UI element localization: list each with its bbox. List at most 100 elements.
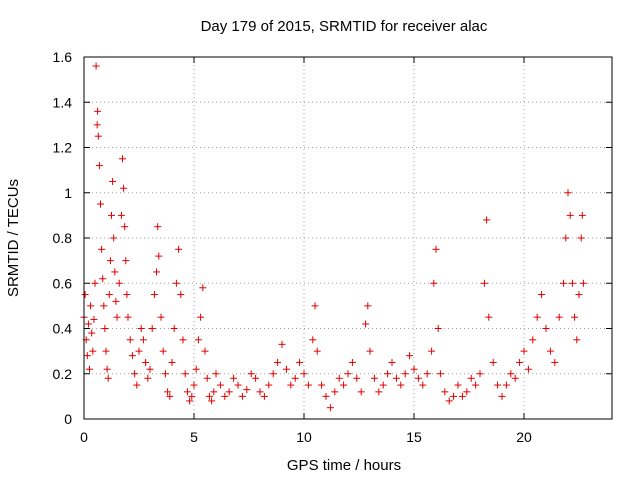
data-point bbox=[364, 302, 372, 310]
data-point bbox=[256, 388, 264, 396]
y-axis-label: SRMTID / TECUs bbox=[5, 179, 22, 297]
data-point bbox=[94, 132, 102, 140]
data-point bbox=[568, 279, 576, 287]
data-point bbox=[434, 325, 442, 332]
data-point bbox=[115, 279, 123, 287]
data-point bbox=[99, 275, 107, 283]
data-point bbox=[494, 381, 502, 389]
y-tick-label: 1 bbox=[64, 185, 72, 201]
data-point bbox=[579, 279, 587, 287]
data-point bbox=[392, 374, 400, 382]
data-point bbox=[230, 374, 238, 382]
data-point bbox=[102, 347, 110, 355]
data-point bbox=[126, 336, 134, 344]
data-point bbox=[172, 279, 180, 287]
data-point bbox=[432, 245, 440, 253]
data-point bbox=[247, 370, 255, 378]
data-point bbox=[148, 325, 156, 332]
data-point bbox=[445, 397, 453, 405]
data-point bbox=[137, 325, 145, 332]
data-point bbox=[562, 234, 570, 242]
data-point bbox=[123, 291, 131, 299]
data-point bbox=[546, 347, 554, 355]
data-point bbox=[89, 347, 97, 355]
data-point bbox=[430, 279, 438, 287]
data-point bbox=[194, 336, 202, 344]
data-point bbox=[139, 336, 147, 344]
data-point bbox=[291, 374, 299, 382]
data-point bbox=[520, 347, 528, 355]
data-point bbox=[326, 404, 334, 412]
data-point bbox=[225, 388, 233, 396]
data-point bbox=[208, 397, 216, 405]
data-point bbox=[201, 347, 209, 355]
grid-lines bbox=[84, 57, 612, 419]
data-point bbox=[210, 388, 218, 396]
data-point bbox=[159, 347, 167, 355]
data-point bbox=[168, 358, 176, 366]
data-point bbox=[353, 374, 361, 382]
x-tick-label: 5 bbox=[190, 429, 198, 445]
data-point bbox=[348, 358, 356, 366]
data-point bbox=[144, 374, 152, 382]
data-point bbox=[489, 358, 497, 366]
data-point bbox=[502, 381, 510, 389]
data-point bbox=[463, 388, 471, 396]
data-point bbox=[428, 347, 436, 355]
data-point bbox=[120, 184, 128, 192]
data-point bbox=[423, 370, 431, 378]
data-point bbox=[88, 329, 96, 337]
data-point bbox=[313, 347, 321, 355]
data-point bbox=[370, 374, 378, 382]
data-point bbox=[542, 325, 550, 332]
data-point bbox=[190, 381, 198, 389]
data-point bbox=[109, 177, 117, 185]
data-point bbox=[154, 223, 162, 231]
y-tick-label: 0 bbox=[64, 411, 72, 427]
data-point bbox=[155, 252, 163, 260]
data-point bbox=[335, 374, 343, 382]
data-point bbox=[566, 211, 574, 219]
data-point bbox=[485, 313, 493, 321]
x-tick-label: 15 bbox=[406, 429, 422, 445]
data-point bbox=[436, 370, 444, 378]
data-point bbox=[95, 162, 103, 170]
data-point bbox=[153, 268, 161, 276]
data-point bbox=[199, 284, 207, 292]
data-point bbox=[105, 291, 113, 299]
data-point bbox=[331, 388, 339, 396]
chart-title: Day 179 of 2015, SRMTID for receiver ala… bbox=[201, 18, 488, 35]
data-point bbox=[146, 365, 154, 373]
data-point bbox=[524, 365, 532, 373]
data-point bbox=[92, 62, 100, 70]
y-tick-label: 1.6 bbox=[53, 49, 73, 65]
data-point bbox=[86, 365, 93, 373]
data-point bbox=[511, 374, 519, 382]
data-point bbox=[300, 370, 308, 378]
data-point bbox=[577, 234, 585, 242]
y-tick-label: 1.2 bbox=[53, 140, 73, 156]
data-point bbox=[117, 211, 125, 219]
data-points bbox=[80, 62, 587, 412]
data-point bbox=[555, 313, 563, 321]
y-tick-label: 0.6 bbox=[53, 275, 73, 291]
data-point bbox=[100, 302, 108, 310]
data-point bbox=[538, 291, 546, 299]
data-point bbox=[533, 313, 541, 321]
data-point bbox=[234, 381, 242, 389]
data-point bbox=[103, 365, 111, 373]
data-point bbox=[164, 388, 172, 396]
data-point bbox=[507, 370, 515, 378]
data-point bbox=[121, 223, 129, 231]
data-point bbox=[175, 245, 183, 253]
data-point bbox=[362, 320, 370, 328]
data-point bbox=[101, 325, 109, 332]
data-point bbox=[340, 381, 348, 389]
data-point bbox=[181, 370, 189, 378]
data-point bbox=[188, 392, 196, 400]
data-point bbox=[106, 257, 114, 265]
data-point bbox=[192, 365, 200, 373]
data-point bbox=[571, 313, 579, 321]
data-point bbox=[212, 370, 220, 378]
data-point bbox=[113, 313, 121, 321]
